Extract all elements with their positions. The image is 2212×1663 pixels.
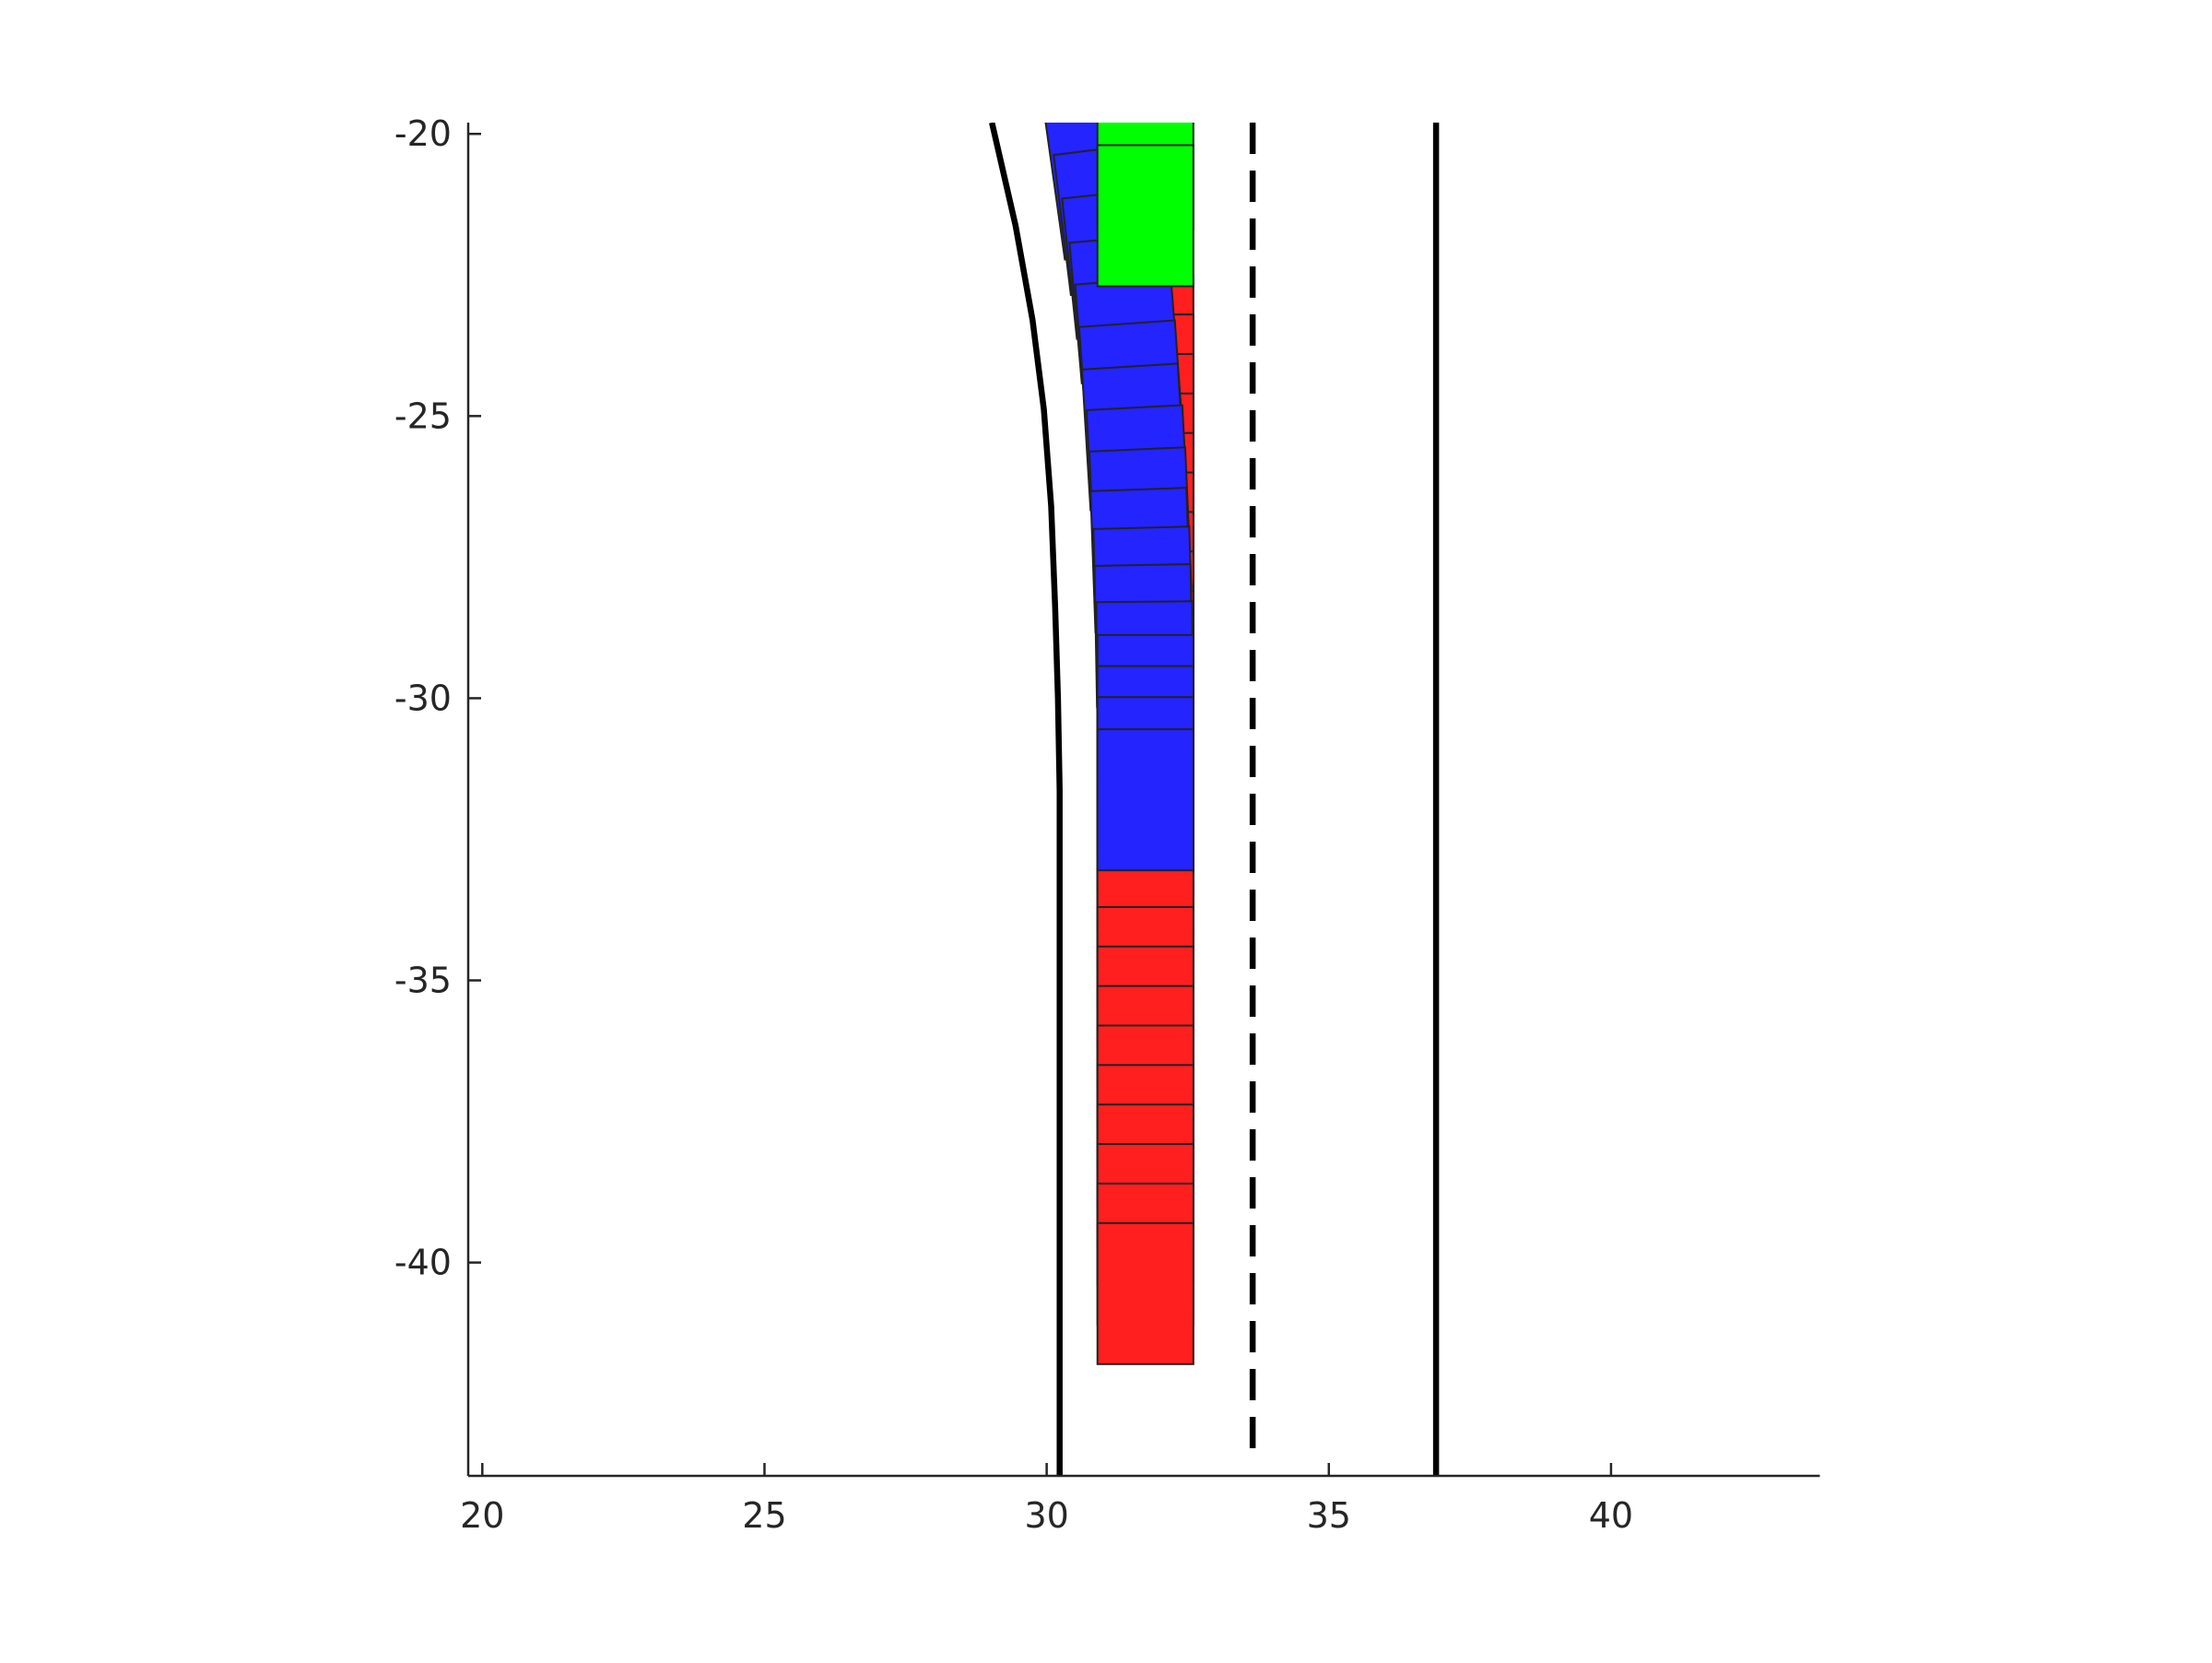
x-tick-label: 30 (1024, 1495, 1068, 1536)
x-tick-label: 20 (460, 1495, 504, 1536)
y-tick-label: -25 (394, 395, 452, 436)
lane-line (989, 123, 1063, 1476)
x-tick-label: 35 (1307, 1495, 1351, 1536)
vehicle-footprint (1096, 144, 1194, 288)
x-tick-label: 25 (742, 1495, 786, 1536)
y-tick-label: -40 (394, 1243, 452, 1283)
x-tick-label: 40 (1589, 1495, 1633, 1536)
vehicle-footprint (1096, 728, 1194, 872)
y-tick-label: -20 (394, 113, 452, 154)
plot-area (989, 123, 1440, 1476)
y-tick-label: -30 (394, 678, 452, 718)
vehicle-footprint (1096, 1221, 1194, 1365)
y-tick-label: -35 (394, 961, 452, 1001)
axes: 20 25 30 35 40 -20 -25 -30 -35 -40 (394, 113, 1820, 1536)
